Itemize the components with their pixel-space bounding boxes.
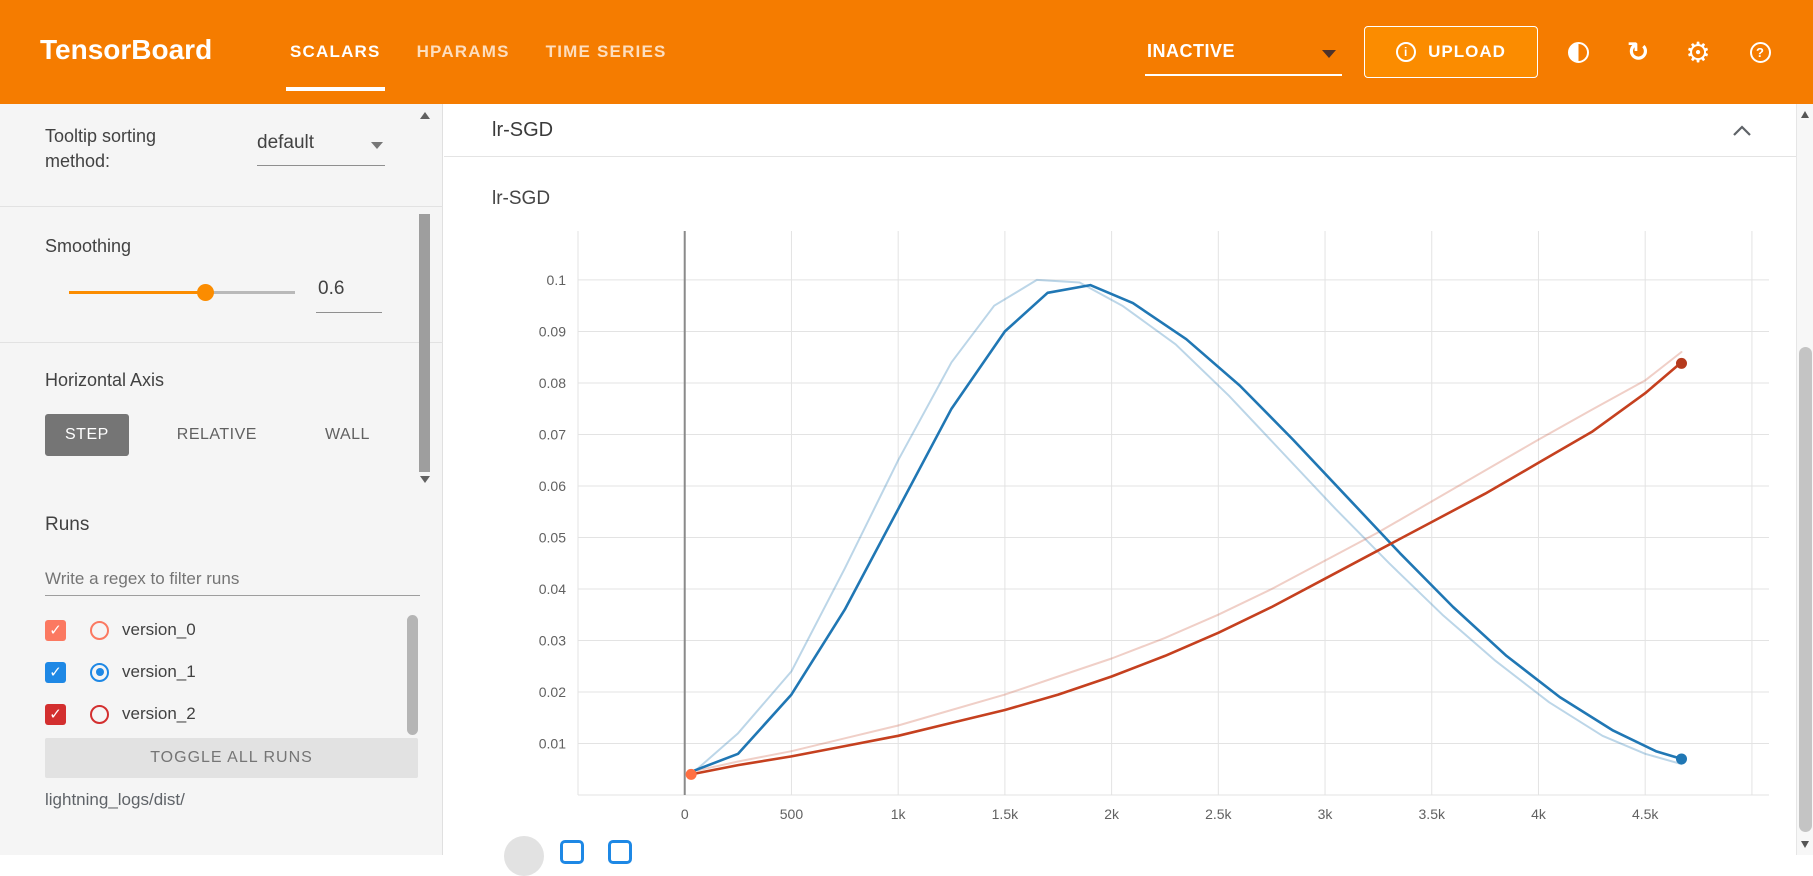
tooltip-sorting-dropdown[interactable]: default bbox=[257, 126, 385, 166]
run-row-version-0[interactable]: ✓ version_0 bbox=[45, 610, 196, 650]
scroll-up-arrow[interactable] bbox=[1801, 111, 1809, 118]
run-radio[interactable] bbox=[90, 704, 109, 724]
check-icon: ✓ bbox=[49, 620, 62, 639]
tooltip-sorting-label: Tooltip sorting method: bbox=[45, 126, 157, 171]
runs-filter-input[interactable] bbox=[45, 562, 420, 596]
scroll-down-arrow[interactable] bbox=[420, 476, 430, 483]
svg-text:1k: 1k bbox=[891, 806, 907, 822]
divider bbox=[0, 206, 443, 207]
svg-text:3.5k: 3.5k bbox=[1419, 806, 1446, 822]
tab-scalars[interactable]: SCALARS bbox=[272, 0, 399, 104]
svg-text:0.05: 0.05 bbox=[539, 529, 566, 545]
svg-text:0.04: 0.04 bbox=[539, 581, 566, 597]
run-checkbox[interactable]: ✓ bbox=[45, 661, 66, 683]
divider bbox=[316, 312, 382, 313]
scroll-up-arrow[interactable] bbox=[420, 112, 430, 119]
scroll-thumb[interactable] bbox=[419, 214, 430, 472]
toolbar: TensorBoard SCALARS HPARAMS TIME SERIES … bbox=[0, 0, 1813, 104]
app-title[interactable]: TensorBoard bbox=[40, 34, 213, 65]
scroll-thumb[interactable] bbox=[1799, 347, 1812, 832]
check-icon: ✓ bbox=[49, 662, 62, 681]
question-mark-icon: ? bbox=[1749, 41, 1771, 63]
tooltip-sorting-value: default bbox=[257, 132, 315, 153]
help-icon[interactable]: ? bbox=[1738, 30, 1782, 74]
svg-text:0.06: 0.06 bbox=[539, 478, 566, 494]
run-radio[interactable] bbox=[90, 620, 109, 640]
chevron-down-icon bbox=[371, 142, 383, 149]
svg-text:0.08: 0.08 bbox=[539, 375, 566, 391]
tab-time-series[interactable]: TIME SERIES bbox=[545, 42, 667, 61]
tab-hparams[interactable]: HPARAMS bbox=[416, 42, 510, 61]
info-icon: i bbox=[1396, 42, 1417, 62]
chart-group-header[interactable]: lr-SGD bbox=[444, 104, 1796, 157]
svg-text:0.03: 0.03 bbox=[539, 632, 566, 648]
upload-button[interactable]: i UPLOAD bbox=[1364, 26, 1538, 78]
toggle-all-runs-button[interactable]: TOGGLE ALL RUNS bbox=[45, 738, 418, 778]
run-label: version_0 bbox=[122, 620, 196, 639]
chart-title: lr-SGD bbox=[492, 188, 551, 209]
scroll-down-arrow[interactable] bbox=[1801, 841, 1809, 848]
collapse-chevron-icon[interactable] bbox=[1732, 125, 1752, 137]
run-radio[interactable] bbox=[90, 662, 109, 682]
smoothing-value[interactable]: 0.6 bbox=[318, 278, 345, 299]
svg-text:4.5k: 4.5k bbox=[1632, 806, 1659, 822]
run-row-version-2[interactable]: ✓ version_2 bbox=[45, 694, 196, 734]
theme-toggle-icon[interactable] bbox=[1556, 30, 1600, 74]
upload-label: UPLOAD bbox=[1428, 42, 1506, 61]
run-label: version_2 bbox=[122, 704, 196, 723]
check-icon: ✓ bbox=[49, 704, 62, 723]
chevron-down-icon bbox=[1322, 50, 1336, 58]
run-checkbox[interactable]: ✓ bbox=[45, 619, 66, 641]
group-title: lr-SGD bbox=[492, 118, 554, 141]
run-checkbox[interactable]: ✓ bbox=[45, 703, 66, 725]
card-action-icon[interactable] bbox=[560, 840, 584, 864]
log-directory-label: lightning_logs/dist/ bbox=[45, 790, 185, 809]
svg-text:0.01: 0.01 bbox=[539, 735, 566, 751]
svg-text:2k: 2k bbox=[1104, 806, 1120, 822]
smoothing-label: Smoothing bbox=[45, 236, 132, 256]
refresh-icon[interactable]: ↻ bbox=[1626, 36, 1650, 68]
svg-text:1.5k: 1.5k bbox=[992, 806, 1019, 822]
tab-bar: SCALARS HPARAMS TIME SERIES bbox=[272, 0, 685, 104]
run-label: version_1 bbox=[122, 662, 196, 681]
runs-heading: Runs bbox=[45, 514, 90, 535]
page-scrollbar[interactable] bbox=[1796, 104, 1813, 855]
axis-step-button[interactable]: STEP bbox=[45, 414, 129, 456]
partial-control-icon[interactable] bbox=[504, 836, 544, 876]
svg-text:4k: 4k bbox=[1531, 806, 1547, 822]
svg-text:0.02: 0.02 bbox=[539, 684, 566, 700]
slider-thumb[interactable] bbox=[196, 284, 214, 301]
svg-text:500: 500 bbox=[780, 806, 804, 822]
svg-text:0.07: 0.07 bbox=[539, 426, 566, 442]
status-dropdown-value: INACTIVE bbox=[1147, 41, 1236, 61]
axis-relative-button[interactable]: RELATIVE bbox=[157, 414, 277, 456]
svg-text:2.5k: 2.5k bbox=[1205, 806, 1232, 822]
svg-text:0.09: 0.09 bbox=[539, 323, 566, 339]
smoothing-slider[interactable] bbox=[69, 284, 295, 301]
card-action-icon[interactable] bbox=[608, 840, 632, 864]
svg-text:0: 0 bbox=[681, 806, 689, 822]
svg-text:3k: 3k bbox=[1318, 806, 1334, 822]
main-panel: lr-SGD lr-SGD 0.01 0.02 0.03 0.04 0.05 0.06 0.… bbox=[444, 104, 1796, 876]
line-chart[interactable]: 0.01 0.02 0.03 0.04 0.05 0.06 0.07 0.08 0.09 0.1 0… bbox=[510, 209, 1790, 854]
status-dropdown[interactable]: INACTIVE bbox=[1145, 32, 1342, 76]
divider bbox=[0, 342, 443, 343]
svg-text:0.1: 0.1 bbox=[547, 272, 567, 288]
horizontal-axis-label: Horizontal Axis bbox=[45, 370, 165, 390]
slider-fill bbox=[69, 291, 205, 294]
sidebar: Tooltip sorting method: default Smoothin… bbox=[0, 104, 443, 855]
gear-icon[interactable]: ⚙ bbox=[1685, 35, 1711, 69]
scroll-thumb[interactable] bbox=[407, 615, 418, 735]
run-row-version-1[interactable]: ✓ version_1 bbox=[45, 652, 196, 692]
brightness-icon bbox=[1567, 41, 1589, 63]
axis-wall-button[interactable]: WALL bbox=[305, 414, 390, 456]
horizontal-axis-options: STEP RELATIVE WALL bbox=[45, 414, 390, 456]
